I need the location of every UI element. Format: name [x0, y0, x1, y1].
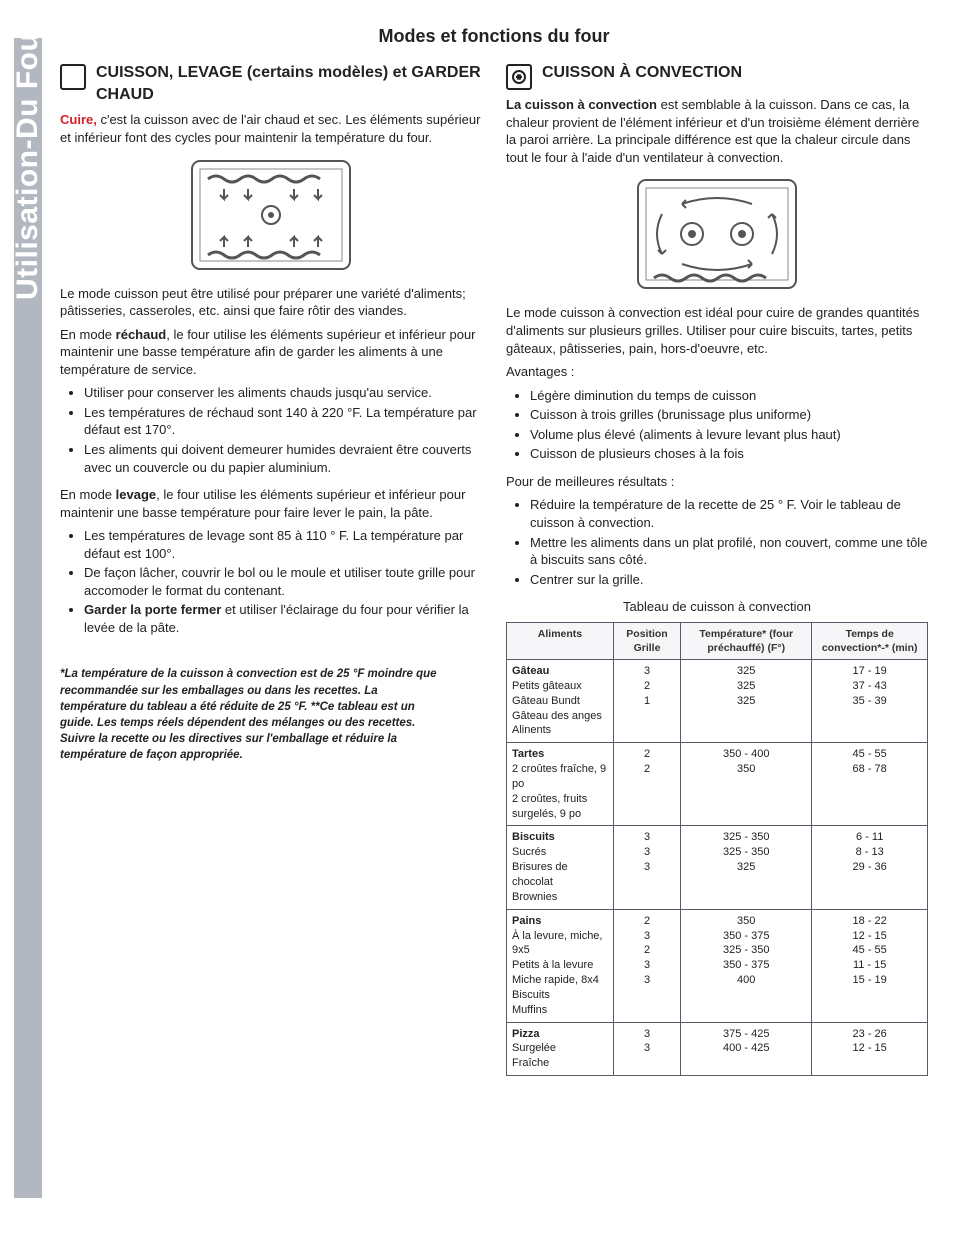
- left-heading: CUISSON, LEVAGE (certains modèles) et GA…: [96, 62, 482, 105]
- cell-position: 321: [613, 660, 680, 743]
- cell-food: Tartes2 croûtes fraîche, 9 po2 croûtes, …: [507, 743, 614, 826]
- columns: CUISSON, LEVAGE (certains modèles) et GA…: [60, 62, 928, 1076]
- rechaud-paragraph: En mode réchaud, le four utilise les élé…: [60, 326, 482, 379]
- left-column: CUISSON, LEVAGE (certains modèles) et GA…: [60, 62, 482, 1076]
- cell-position: 333: [613, 826, 680, 909]
- cell-time: 23 - 2612 - 15: [812, 1022, 928, 1076]
- list-item: Garder la porte fermer et utiliser l'écl…: [84, 601, 482, 636]
- cell-position: 23233: [613, 909, 680, 1022]
- th-food: Aliments: [507, 622, 614, 659]
- rechaud-pre: En mode: [60, 327, 116, 342]
- oven-diagram-convection-icon: [632, 174, 802, 294]
- rechaud-bold: réchaud: [116, 327, 167, 342]
- levage-list: Les températures de levage sont 85 à 110…: [60, 527, 482, 636]
- conv-intro: La cuisson à convection est semblable à …: [506, 96, 928, 166]
- cell-time: 18 - 2212 - 1545 - 5511 - 1515 - 19: [812, 909, 928, 1022]
- cell-temp: 350350 - 375325 - 350350 - 375400: [681, 909, 812, 1022]
- table-row: BiscuitsSucrésBrisures de chocolatBrowni…: [507, 826, 928, 909]
- sidebar-label: Utilisation-Du Four: [8, 21, 49, 300]
- list-item: Cuisson à trois grilles (brunissage plus…: [530, 406, 928, 424]
- cell-position: 33: [613, 1022, 680, 1076]
- list-item: Les températures de réchaud sont 140 à 2…: [84, 404, 482, 439]
- conv-p2: Le mode cuisson à convection est idéal p…: [506, 304, 928, 357]
- cell-time: 17 - 1937 - 4335 - 39: [812, 660, 928, 743]
- list-item: Les températures de levage sont 85 à 110…: [84, 527, 482, 562]
- right-column: CUISSON À CONVECTION La cuisson à convec…: [506, 62, 928, 1076]
- list-item: Centrer sur la grille.: [530, 571, 928, 589]
- footnote: *La température de la cuisson à convecti…: [60, 666, 440, 763]
- adv-list: Légère diminution du temps de cuisson Cu…: [506, 387, 928, 463]
- left-section-header: CUISSON, LEVAGE (certains modèles) et GA…: [60, 62, 482, 105]
- cell-position: 22: [613, 743, 680, 826]
- cuire-paragraph: Cuire, c'est la cuisson avec de l'air ch…: [60, 111, 482, 146]
- cuire-lead: Cuire,: [60, 112, 97, 127]
- levage-paragraph: En mode levage, le four utilise les élém…: [60, 486, 482, 521]
- fan-icon: [506, 64, 532, 90]
- cell-temp: 325 - 350325 - 350325: [681, 826, 812, 909]
- right-section-header: CUISSON À CONVECTION: [506, 62, 928, 90]
- cell-food: PizzaSurgeléeFraîche: [507, 1022, 614, 1076]
- best-list: Réduire la température de la recette de …: [506, 496, 928, 588]
- right-heading: CUISSON À CONVECTION: [542, 62, 742, 84]
- table-row: GâteauPetits gâteauxGâteau BundtGâteau d…: [507, 660, 928, 743]
- conv-intro-lead: La cuisson à convection: [506, 97, 657, 112]
- cell-temp: 350 - 400350: [681, 743, 812, 826]
- table-row: PainsÀ la levure, miche, 9x5Petits à la …: [507, 909, 928, 1022]
- th-position: Position Grille: [613, 622, 680, 659]
- list-item: Réduire la température de la recette de …: [530, 496, 928, 531]
- th-temp: Température* (four préchauffé) (F°): [681, 622, 812, 659]
- adv-label: Avantages :: [506, 363, 928, 381]
- cell-food: BiscuitsSucrésBrisures de chocolatBrowni…: [507, 826, 614, 909]
- table-caption: Tableau de cuisson à convection: [506, 598, 928, 616]
- list-item: Légère diminution du temps de cuisson: [530, 387, 928, 405]
- levage-pre: En mode: [60, 487, 116, 502]
- table-row: Aliments Position Grille Température* (f…: [507, 622, 928, 659]
- cell-food: GâteauPetits gâteauxGâteau BundtGâteau d…: [507, 660, 614, 743]
- cell-time: 45 - 5568 - 78: [812, 743, 928, 826]
- square-icon: [60, 64, 86, 90]
- page: Utilisation-Du Four Modes et fonctions d…: [0, 0, 954, 1235]
- table-head: Aliments Position Grille Température* (f…: [507, 622, 928, 659]
- page-title: Modes et fonctions du four: [60, 24, 928, 48]
- levage-bold: levage: [116, 487, 156, 502]
- cell-temp: 325325325: [681, 660, 812, 743]
- cell-temp: 375 - 425400 - 425: [681, 1022, 812, 1076]
- rechaud-list: Utiliser pour conserver les aliments cha…: [60, 384, 482, 476]
- table-body: GâteauPetits gâteauxGâteau BundtGâteau d…: [507, 660, 928, 1076]
- best-label: Pour de meilleures résultats :: [506, 473, 928, 491]
- th-time: Temps de convection*-* (min): [812, 622, 928, 659]
- convection-table: Aliments Position Grille Température* (f…: [506, 622, 928, 1076]
- table-row: Tartes2 croûtes fraîche, 9 po2 croûtes, …: [507, 743, 928, 826]
- oven-diagram-bake-icon: [186, 155, 356, 275]
- list-item: Utiliser pour conserver les aliments cha…: [84, 384, 482, 402]
- cell-time: 6 - 118 - 1329 - 36: [812, 826, 928, 909]
- list-item: Les aliments qui doivent demeurer humide…: [84, 441, 482, 476]
- left-p2: Le mode cuisson peut être utilisé pour p…: [60, 285, 482, 320]
- table-row: PizzaSurgeléeFraîche33375 - 425400 - 425…: [507, 1022, 928, 1076]
- list-item: Mettre les aliments dans un plat profilé…: [530, 534, 928, 569]
- levage-c-lead: Garder la porte fermer: [84, 602, 221, 617]
- cuire-rest: c'est la cuisson avec de l'air chaud et …: [60, 112, 480, 145]
- list-item: De façon lâcher, couvrir le bol ou le mo…: [84, 564, 482, 599]
- cell-food: PainsÀ la levure, miche, 9x5Petits à la …: [507, 909, 614, 1022]
- list-item: Volume plus élevé (aliments à levure lev…: [530, 426, 928, 444]
- list-item: Cuisson de plusieurs choses à la fois: [530, 445, 928, 463]
